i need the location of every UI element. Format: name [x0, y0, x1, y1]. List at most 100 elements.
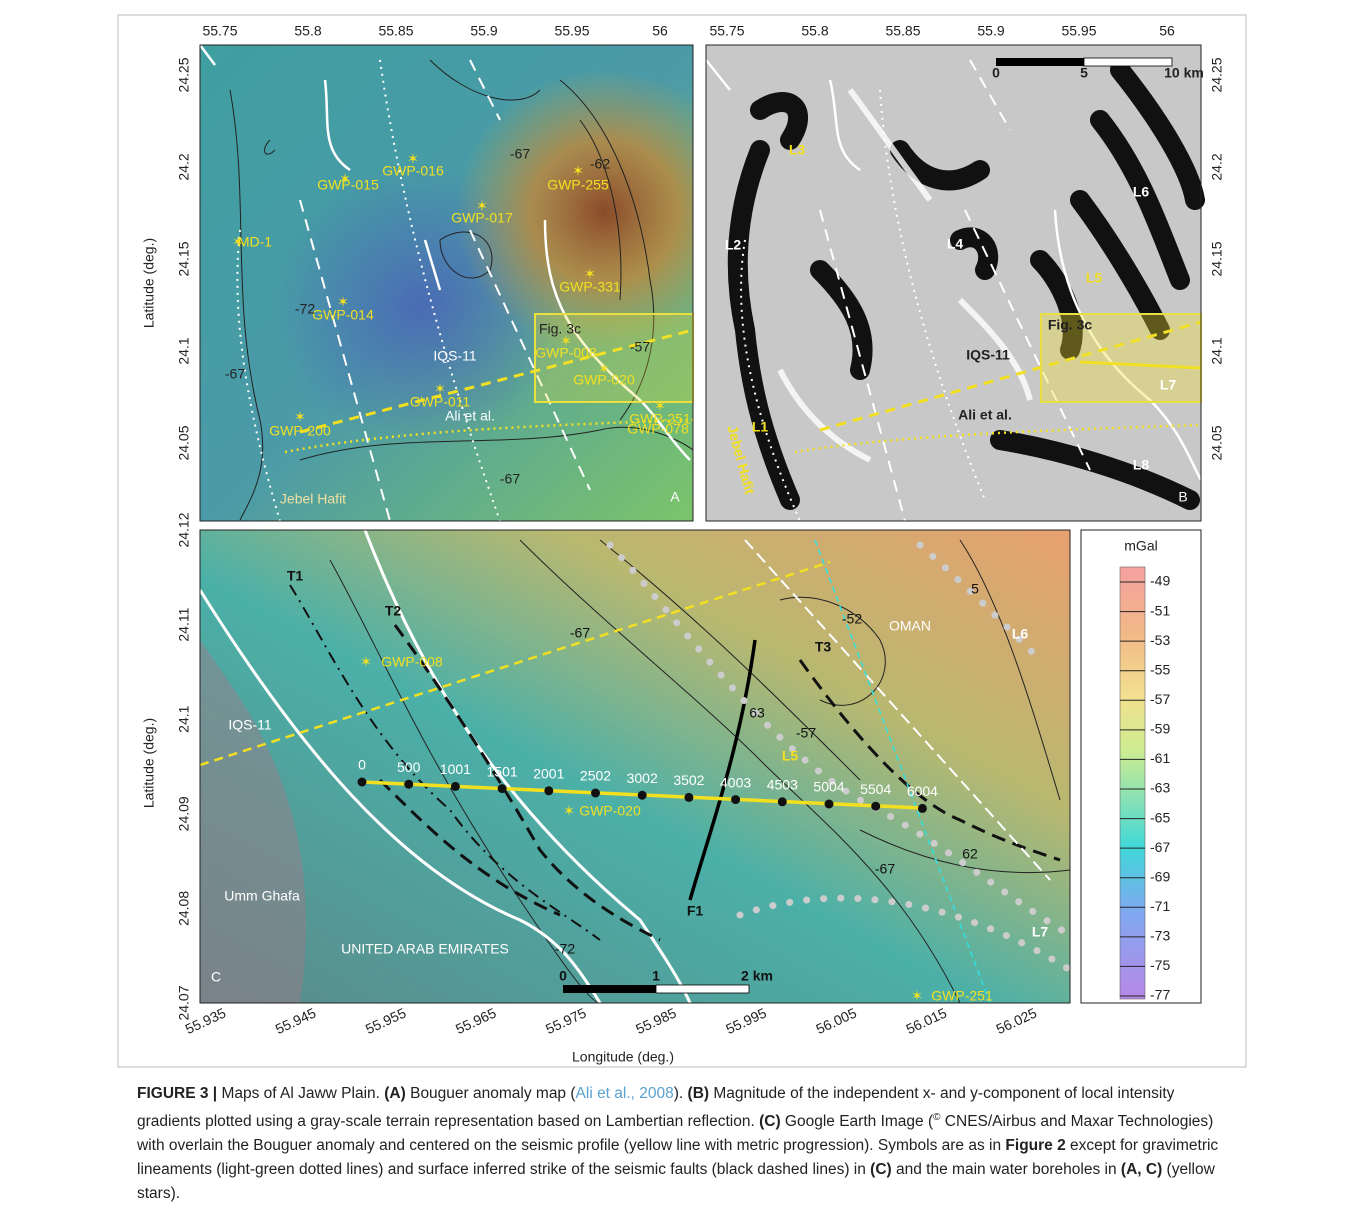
map-label: -67	[500, 471, 520, 487]
y-tick-label: 24.25	[176, 57, 192, 92]
map-label: T1	[287, 568, 304, 584]
colorbar-tick-label: -49	[1150, 573, 1170, 589]
map-label: OMAN	[889, 618, 931, 634]
x-tick-label: 55.985	[633, 1004, 679, 1037]
y-tick-label: 24.25	[1209, 57, 1225, 92]
map-label: GWP-200	[269, 423, 331, 439]
borehole-star: ✶	[337, 294, 349, 310]
borehole-star: ✶	[434, 381, 446, 397]
map-label: Ali et al.	[445, 408, 495, 424]
colorbar-tick-label: -65	[1150, 809, 1170, 825]
panel-letter: C	[211, 969, 221, 985]
caption-text: (A)	[384, 1085, 406, 1102]
caption-text: (B)	[688, 1085, 710, 1102]
map-label: 63	[749, 705, 765, 721]
caption-text: FIGURE 3 |	[137, 1085, 217, 1102]
y-tick-label: 24.07	[176, 985, 192, 1020]
map-label: IQS-11	[966, 347, 1010, 363]
y-tick-label: 24.1	[176, 337, 192, 364]
profile-label: 6004	[907, 783, 938, 799]
profile-point	[544, 786, 553, 795]
y-axis-label: Latitude (deg.)	[141, 238, 157, 328]
borehole-star: ✶	[563, 803, 575, 819]
x-tick-label: 55.95	[554, 23, 589, 39]
y-tick-label: 24.2	[176, 153, 192, 180]
panel-letter: A	[670, 489, 680, 505]
borehole-star: ✶	[654, 398, 666, 414]
borehole-star: ✶	[560, 333, 572, 349]
y-tick-label: 24.15	[1209, 241, 1225, 276]
map-label: L6	[1133, 184, 1150, 200]
profile-point	[358, 778, 367, 787]
caption-text: (C)	[870, 1161, 892, 1178]
x-tick-label: 55.75	[202, 23, 237, 39]
map-label: -57	[630, 339, 650, 355]
map-label: IQS-11	[228, 717, 272, 733]
caption-text: (C)	[759, 1113, 781, 1130]
colorbar	[1120, 567, 1145, 999]
x-tick-label: 56.015	[903, 1004, 949, 1037]
y-tick-label: 24.05	[1209, 425, 1225, 460]
scale-label: 1	[652, 968, 660, 984]
map-label: T3	[815, 639, 832, 655]
map-label: Fig. 3c	[1048, 317, 1093, 333]
colorbar-tick-label: -57	[1150, 691, 1170, 707]
x-tick-label: 55.75	[709, 23, 744, 39]
x-tick-label: 56	[1159, 23, 1175, 39]
map-label: -72	[295, 301, 315, 317]
x-tick-label: 55.8	[294, 23, 321, 39]
map-label: -67	[875, 861, 895, 877]
map-label: L2	[725, 237, 742, 253]
x-tick-label: 55.85	[885, 23, 920, 39]
colorbar-tick-label: -73	[1150, 928, 1170, 944]
scale-label: 0	[559, 968, 567, 984]
x-tick-label: 55.955	[363, 1004, 409, 1037]
caption-link[interactable]: Ali et al., 2008	[576, 1085, 674, 1102]
y-tick-label: 24.05	[176, 425, 192, 460]
profile-point	[638, 791, 647, 800]
x-tick-label: 55.9	[977, 23, 1004, 39]
profile-label: 3002	[627, 770, 658, 786]
figure: 55.75 55.8 55.85 55.9 55.95 56 24.25 24.2 24.15 2…	[0, 0, 1355, 1075]
profile-point	[451, 782, 460, 791]
caption: FIGURE 3 | Maps of Al Jaww Plain. (A) Bo…	[137, 1082, 1232, 1206]
caption-text: Bouguer anomaly map (	[406, 1085, 576, 1102]
page: 55.75 55.8 55.85 55.9 55.95 56 24.25 24.2 24.15 2…	[0, 0, 1355, 1205]
map-label: -62	[590, 156, 610, 172]
map-label: GWP-008	[381, 654, 443, 670]
panel-c-map	[200, 530, 1070, 1003]
map-label: 62	[962, 846, 978, 862]
caption-text: Maps of Al Jaww Plain.	[217, 1085, 384, 1102]
map-label: L5	[782, 748, 799, 764]
profile-point	[591, 789, 600, 798]
map-label: L7	[1032, 924, 1049, 940]
map-label: L5	[1086, 270, 1103, 286]
colorbar-tick-label: -59	[1150, 721, 1170, 737]
profile-label: 1001	[440, 761, 471, 777]
x-tick-label: 55.945	[273, 1004, 319, 1037]
caption-link[interactable]: Figure 2	[1005, 1137, 1065, 1154]
caption-text: Google Earth Image (	[781, 1113, 934, 1130]
y-tick-label: 24.1	[1209, 337, 1225, 364]
y-tick-label: 24.08	[176, 891, 192, 926]
map-label: L7	[1160, 377, 1177, 393]
colorbar-tick-label: -75	[1150, 957, 1170, 973]
borehole-star: ✶	[360, 654, 372, 670]
profile-label: 5504	[860, 781, 891, 797]
x-tick-label: 55.995	[723, 1004, 769, 1037]
borehole-star: ✶	[584, 266, 596, 282]
borehole-star: ✶	[339, 171, 351, 187]
map-label: -52	[842, 611, 862, 627]
colorbar-title: mGal	[1124, 538, 1157, 554]
profile-label: 2001	[533, 766, 564, 782]
y-tick-label: 24.12	[176, 512, 192, 547]
scale-label: 0	[992, 65, 1000, 81]
borehole-star: ✶	[407, 151, 419, 167]
map-label: Ali et al.	[958, 407, 1012, 423]
map-label: GWP-251	[931, 988, 993, 1004]
profile-label: 4503	[767, 777, 798, 793]
borehole-star: ✶	[598, 361, 610, 377]
map-label: Umm Ghafa	[224, 888, 300, 904]
borehole-star: ✶	[476, 198, 488, 214]
y-tick-label: 24.2	[1209, 153, 1225, 180]
